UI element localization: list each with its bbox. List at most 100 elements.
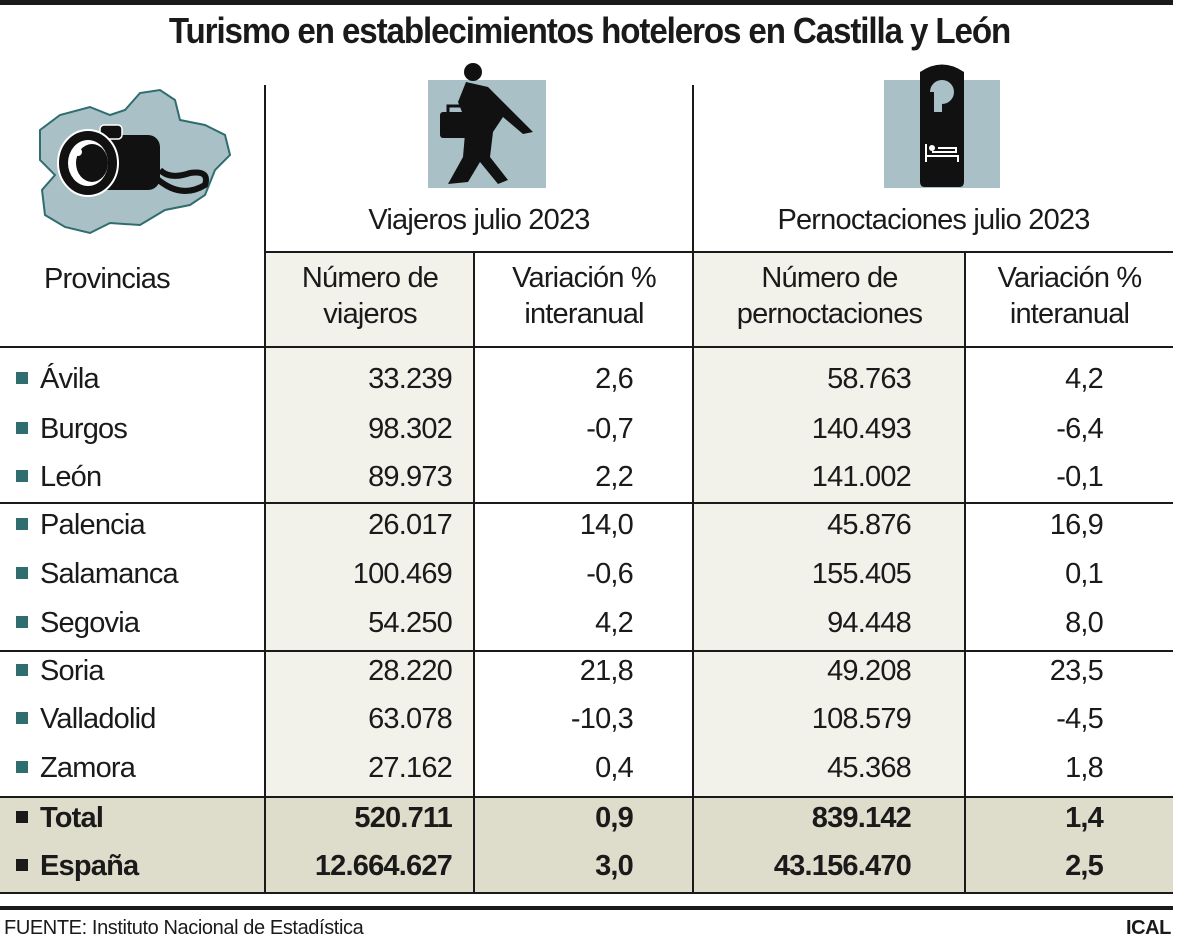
row-label: España [16, 850, 139, 883]
cell-viajeros: 28.220 [368, 655, 453, 687]
header-line: viajeros [323, 298, 417, 330]
bullet-square-icon [16, 712, 28, 725]
cell-viajeros: 33.239 [368, 363, 453, 395]
divider [0, 650, 1173, 652]
province-name: Palencia [40, 509, 146, 541]
castilla-leon-map-camera-icon [39, 88, 232, 235]
cell-var-viajeros: 2,2 [595, 461, 634, 493]
credit: ICAL [1125, 917, 1171, 939]
header-line: Variación % [997, 262, 1143, 294]
divider [473, 252, 475, 893]
cell-var-pernoctaciones: 1,8 [1065, 752, 1104, 784]
header-numero-viajeros: Número de viajeros [266, 260, 474, 332]
bullet-square-icon [16, 470, 28, 483]
cell-pernoctaciones: 49.208 [827, 655, 912, 687]
hotel-door-hanger-bed-icon [884, 64, 1000, 188]
cell-var-pernoctaciones: 0,1 [1065, 558, 1104, 590]
cell-viajeros: 520.711 [354, 802, 452, 834]
cell-viajeros: 63.078 [368, 703, 453, 735]
row-label: Valladolid [16, 703, 156, 736]
bottom-rule [0, 906, 1173, 910]
province-name: Salamanca [40, 558, 179, 590]
divider [0, 346, 1173, 348]
divider [0, 502, 1173, 504]
header-provincias: Provincias [44, 263, 171, 295]
cell-var-viajeros: -10,3 [570, 703, 634, 735]
row-label: Palencia [16, 509, 146, 542]
header-line: interanual [1009, 298, 1130, 330]
province-name: Soria [40, 655, 104, 687]
header-numero-pernoctaciones: Número de pernoctaciones [694, 260, 965, 332]
cell-var-viajeros: -0,6 [586, 558, 634, 590]
cell-pernoctaciones: 45.368 [827, 752, 912, 784]
divider [265, 251, 1173, 253]
cell-var-viajeros: 3,0 [595, 850, 634, 882]
divider [264, 85, 266, 893]
cell-pernoctaciones: 45.876 [827, 509, 912, 541]
cell-pernoctaciones: 140.493 [811, 413, 912, 445]
cell-viajeros: 26.017 [368, 509, 453, 541]
totals-band [0, 797, 1173, 893]
cell-var-viajeros: 0,4 [595, 752, 634, 784]
header-viajeros: Viajeros julio 2023 [368, 204, 590, 236]
row-label: Salamanca [16, 558, 179, 591]
bullet-square-icon [16, 664, 28, 677]
cell-pernoctaciones: 58.763 [827, 363, 912, 395]
bullet-square-icon [16, 518, 28, 531]
row-label: Ávila [16, 363, 100, 396]
province-name: Segovia [40, 607, 140, 639]
page-title: Turismo en establecimientos hoteleros en… [168, 10, 1011, 51]
province-name: España [40, 850, 139, 882]
cell-pernoctaciones: 43.156.470 [773, 850, 912, 882]
province-name: Total [40, 802, 104, 834]
province-name: Ávila [40, 363, 100, 395]
row-label: Zamora [16, 752, 136, 785]
province-name: León [40, 461, 102, 493]
divider [0, 796, 1173, 798]
cell-var-pernoctaciones: 4,2 [1065, 363, 1104, 395]
cell-var-pernoctaciones: 23,5 [1049, 655, 1104, 687]
cell-viajeros: 98.302 [368, 413, 453, 445]
province-name: Zamora [40, 752, 136, 784]
cell-pernoctaciones: 839.142 [811, 802, 912, 834]
cell-pernoctaciones: 141.002 [811, 461, 912, 493]
cell-pernoctaciones: 94.448 [827, 607, 912, 639]
bullet-square-icon [16, 422, 28, 435]
header-line: Número de [761, 262, 898, 294]
cell-var-viajeros: 0,9 [595, 802, 634, 834]
cell-viajeros: 100.469 [352, 558, 453, 590]
cell-pernoctaciones: 108.579 [811, 703, 912, 735]
header-pernoctaciones: Pernoctaciones julio 2023 [777, 204, 1090, 236]
row-label: Total [16, 802, 104, 835]
row-label: León [16, 461, 102, 494]
header-line: pernoctaciones [736, 298, 923, 330]
cell-var-pernoctaciones: -6,4 [1056, 413, 1104, 445]
traveler-suitcase-icon [428, 63, 546, 188]
divider [964, 252, 966, 893]
header-line: interanual [524, 298, 644, 330]
divider [692, 85, 694, 893]
bullet-square-icon [16, 859, 28, 872]
cell-viajeros: 12.664.627 [314, 850, 453, 882]
cell-var-viajeros: 2,6 [595, 363, 634, 395]
bullet-square-icon [16, 761, 28, 774]
row-label: Burgos [16, 413, 128, 446]
bullet-square-icon [16, 616, 28, 629]
row-label: Segovia [16, 607, 140, 640]
cell-viajeros: 54.250 [368, 607, 453, 639]
column-shade-pernoctaciones [694, 253, 965, 797]
source-note: FUENTE: Instituto Nacional de Estadístic… [4, 917, 364, 939]
cell-var-pernoctaciones: 8,0 [1065, 607, 1104, 639]
cell-var-viajeros: 14,0 [579, 509, 634, 541]
bullet-square-icon [16, 811, 28, 824]
cell-var-viajeros: 4,2 [595, 607, 634, 639]
cell-var-viajeros: -0,7 [586, 413, 634, 445]
header-line: Variación % [512, 262, 657, 294]
header-variacion-pernoctaciones: Variación % interanual [966, 260, 1173, 332]
province-name: Valladolid [40, 703, 156, 735]
cell-var-viajeros: 21,8 [579, 655, 634, 687]
cell-var-pernoctaciones: 2,5 [1065, 850, 1104, 882]
header-variacion-viajeros: Variación % interanual [475, 260, 693, 332]
cell-var-pernoctaciones: 1,4 [1065, 802, 1104, 834]
